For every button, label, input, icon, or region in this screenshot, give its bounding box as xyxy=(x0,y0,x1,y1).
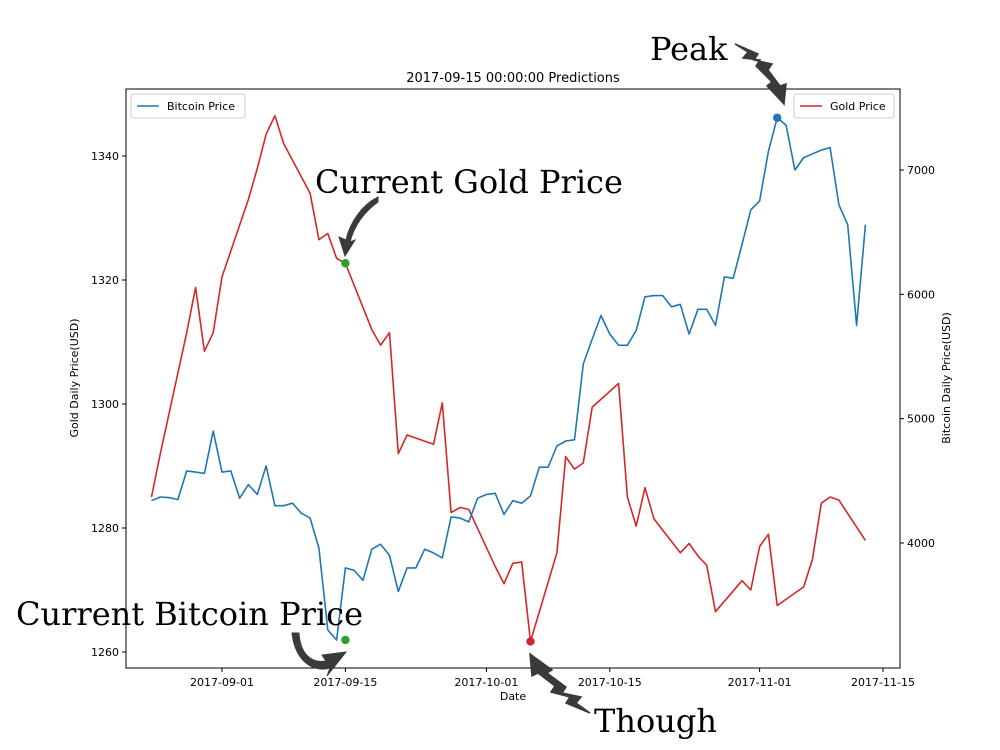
x-axis-label: Date xyxy=(500,690,527,703)
annotation-current-gold-price: Current Gold Price xyxy=(315,163,623,201)
x-tick-label: 2017-10-01 xyxy=(454,676,518,689)
x-tick-label: 2017-09-01 xyxy=(190,676,254,689)
y-left-tick-label: 1340 xyxy=(91,150,119,163)
y-axis-ticks-right: 4000 5000 6000 7000 xyxy=(900,164,935,550)
y-axis-label-left: Gold Daily Price(USD) xyxy=(68,318,81,437)
series-line-bitcoin-price xyxy=(151,117,867,641)
annotation-though: Though xyxy=(594,702,717,740)
annotation-arrows xyxy=(291,43,787,714)
y-right-tick-label: 4000 xyxy=(907,537,935,550)
legend-gold: Gold Price xyxy=(793,93,895,119)
y-axis-ticks-left: 1260 1280 1300 1320 1340 xyxy=(91,150,126,659)
plot-area xyxy=(125,88,901,669)
x-tick-label: 2017-11-15 xyxy=(851,676,915,689)
y-right-tick-label: 6000 xyxy=(907,288,935,301)
arrow-peak xyxy=(734,43,787,106)
annotation-peak: Peak xyxy=(650,30,728,68)
legend-bitcoin: Bitcoin Price xyxy=(130,93,246,119)
x-axis-ticks: 2017-09-01 2017-09-15 2017-10-01 2017-10-15… xyxy=(190,668,915,689)
x-tick-label: 2017-09-15 xyxy=(313,676,377,689)
series-group xyxy=(150,114,867,643)
y-right-tick-label: 7000 xyxy=(907,164,935,177)
marker-peak xyxy=(773,113,782,122)
markers-group xyxy=(341,113,782,646)
chart-title: 2017-09-15 00:00:00 Predictions xyxy=(406,71,620,86)
x-tick-label: 2017-10-15 xyxy=(578,676,642,689)
arrow-current-gold xyxy=(338,196,379,258)
y-right-tick-label: 5000 xyxy=(907,413,935,426)
y-left-tick-label: 1260 xyxy=(91,646,119,659)
legend-gold-label: Gold Price xyxy=(830,100,886,113)
legend-bitcoin-label: Bitcoin Price xyxy=(167,100,235,113)
y-axis-label-right: Bitcoin Daily Price(USD) xyxy=(940,312,953,443)
series-line-gold-price xyxy=(150,114,867,643)
arrow-current-bitcoin xyxy=(291,632,348,677)
x-tick-label: 2017-11-01 xyxy=(728,676,792,689)
marker-current-gold-price xyxy=(341,259,350,268)
marker-though xyxy=(526,637,535,646)
y-left-tick-label: 1300 xyxy=(91,398,119,411)
y-left-tick-label: 1280 xyxy=(91,522,119,535)
y-left-tick-label: 1320 xyxy=(91,274,119,287)
marker-current-bitcoin-price xyxy=(341,635,350,645)
arrow-though xyxy=(529,652,591,714)
annotation-current-bitcoin-price: Current Bitcoin Price xyxy=(16,595,363,633)
